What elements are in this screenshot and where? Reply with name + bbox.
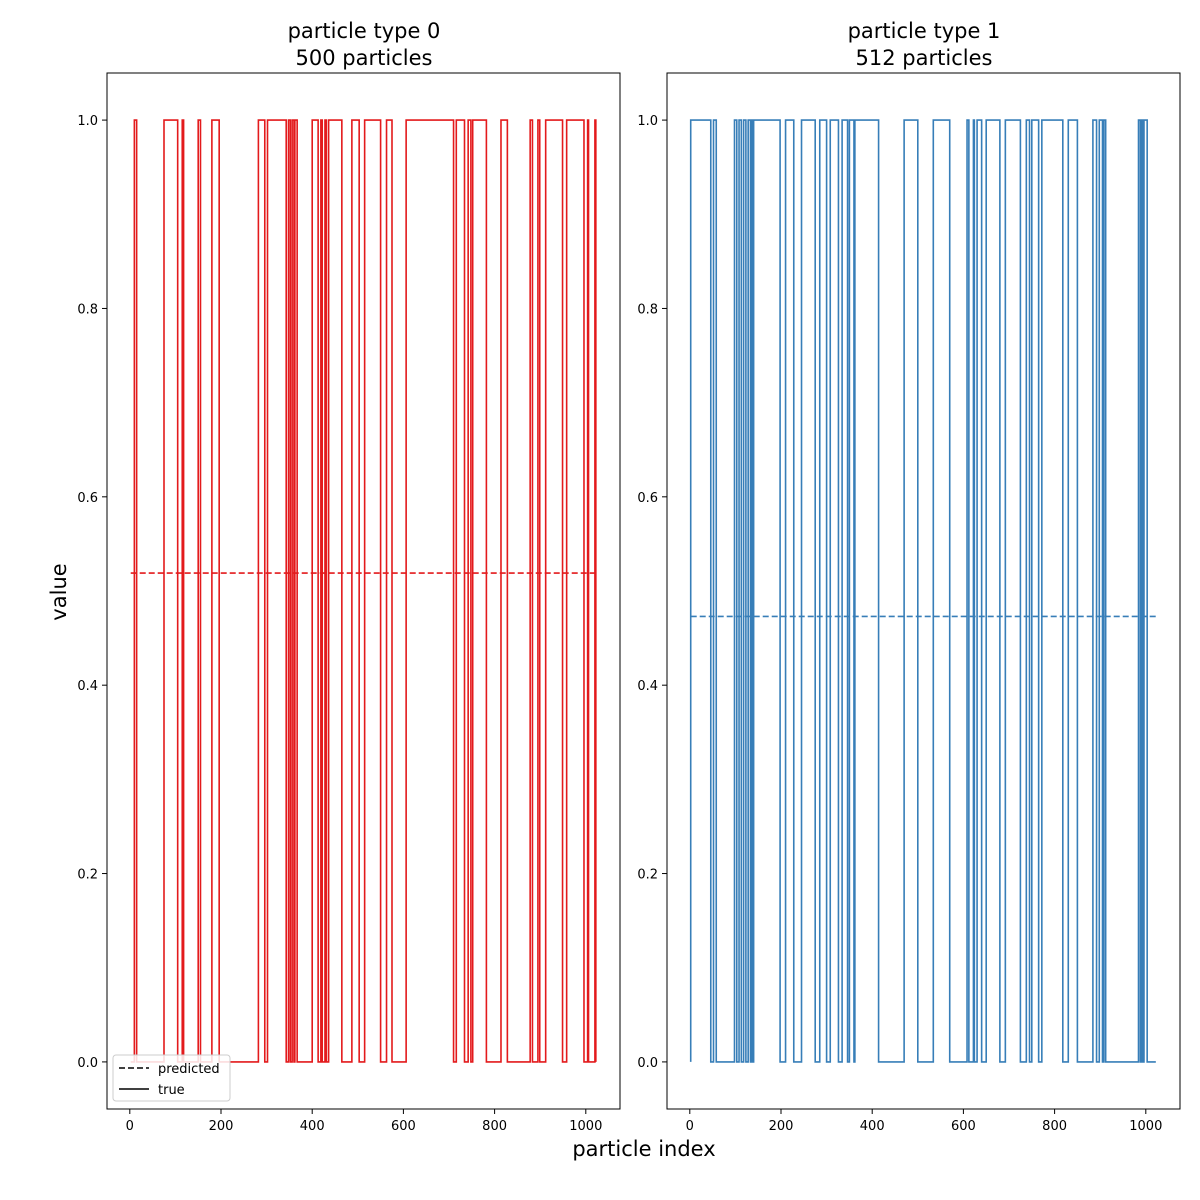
- x-tick-label: 600: [391, 1119, 416, 1134]
- y-tick-label: 0.4: [77, 679, 98, 694]
- x-tick-label: 800: [1042, 1119, 1067, 1134]
- subplot-title-line1: particle type 1: [848, 19, 1001, 43]
- y-tick-label: 0.4: [637, 679, 658, 694]
- y-tick-label: 0.8: [77, 302, 98, 317]
- subplot-title-line2: 512 particles: [856, 46, 993, 70]
- x-tick-label: 400: [300, 1119, 325, 1134]
- axes-frame: [666, 72, 1181, 1110]
- legend: predicted true: [112, 1054, 231, 1102]
- y-tick-label: 0.0: [637, 1056, 658, 1071]
- y-tick-label: 0.2: [637, 868, 658, 883]
- true-step-line: [689, 119, 1156, 1063]
- y-tick-label: 0.0: [77, 1056, 98, 1071]
- x-tick-label: 1000: [569, 1119, 602, 1134]
- x-tick-label: 800: [482, 1119, 507, 1134]
- y-tick-label: 0.2: [77, 868, 98, 883]
- x-tick-label: 0: [126, 1119, 134, 1134]
- x-tick-label: 200: [209, 1119, 234, 1134]
- legend-label-predicted: predicted: [158, 1062, 220, 1077]
- y-tick-label: 1.0: [637, 114, 658, 129]
- subplot-particle-type-1: particle type 1 512 particles 0 200 400 600…: [637, 19, 1181, 1134]
- subplot-title-line1: particle type 0: [288, 19, 441, 43]
- x-axis-label: particle index: [572, 1137, 715, 1161]
- legend-label-true: true: [158, 1083, 185, 1098]
- y-tick-label: 0.6: [637, 491, 658, 506]
- x-tick-label: 200: [769, 1119, 794, 1134]
- subplot-title-line2: 500 particles: [296, 46, 433, 70]
- x-tick-label: 600: [951, 1119, 976, 1134]
- y-tick-label: 0.8: [637, 302, 658, 317]
- true-step-line: [130, 119, 597, 1063]
- axes-frame: [106, 72, 621, 1110]
- y-axis-label: value: [47, 563, 71, 620]
- x-tick-label: 0: [686, 1119, 694, 1134]
- subplot-particle-type-0: particle type 0 500 particles 0 200 400 600…: [77, 19, 621, 1134]
- y-tick-label: 1.0: [77, 114, 98, 129]
- y-tick-label: 0.6: [77, 491, 98, 506]
- x-tick-label: 400: [860, 1119, 885, 1134]
- x-tick-label: 1000: [1129, 1119, 1162, 1134]
